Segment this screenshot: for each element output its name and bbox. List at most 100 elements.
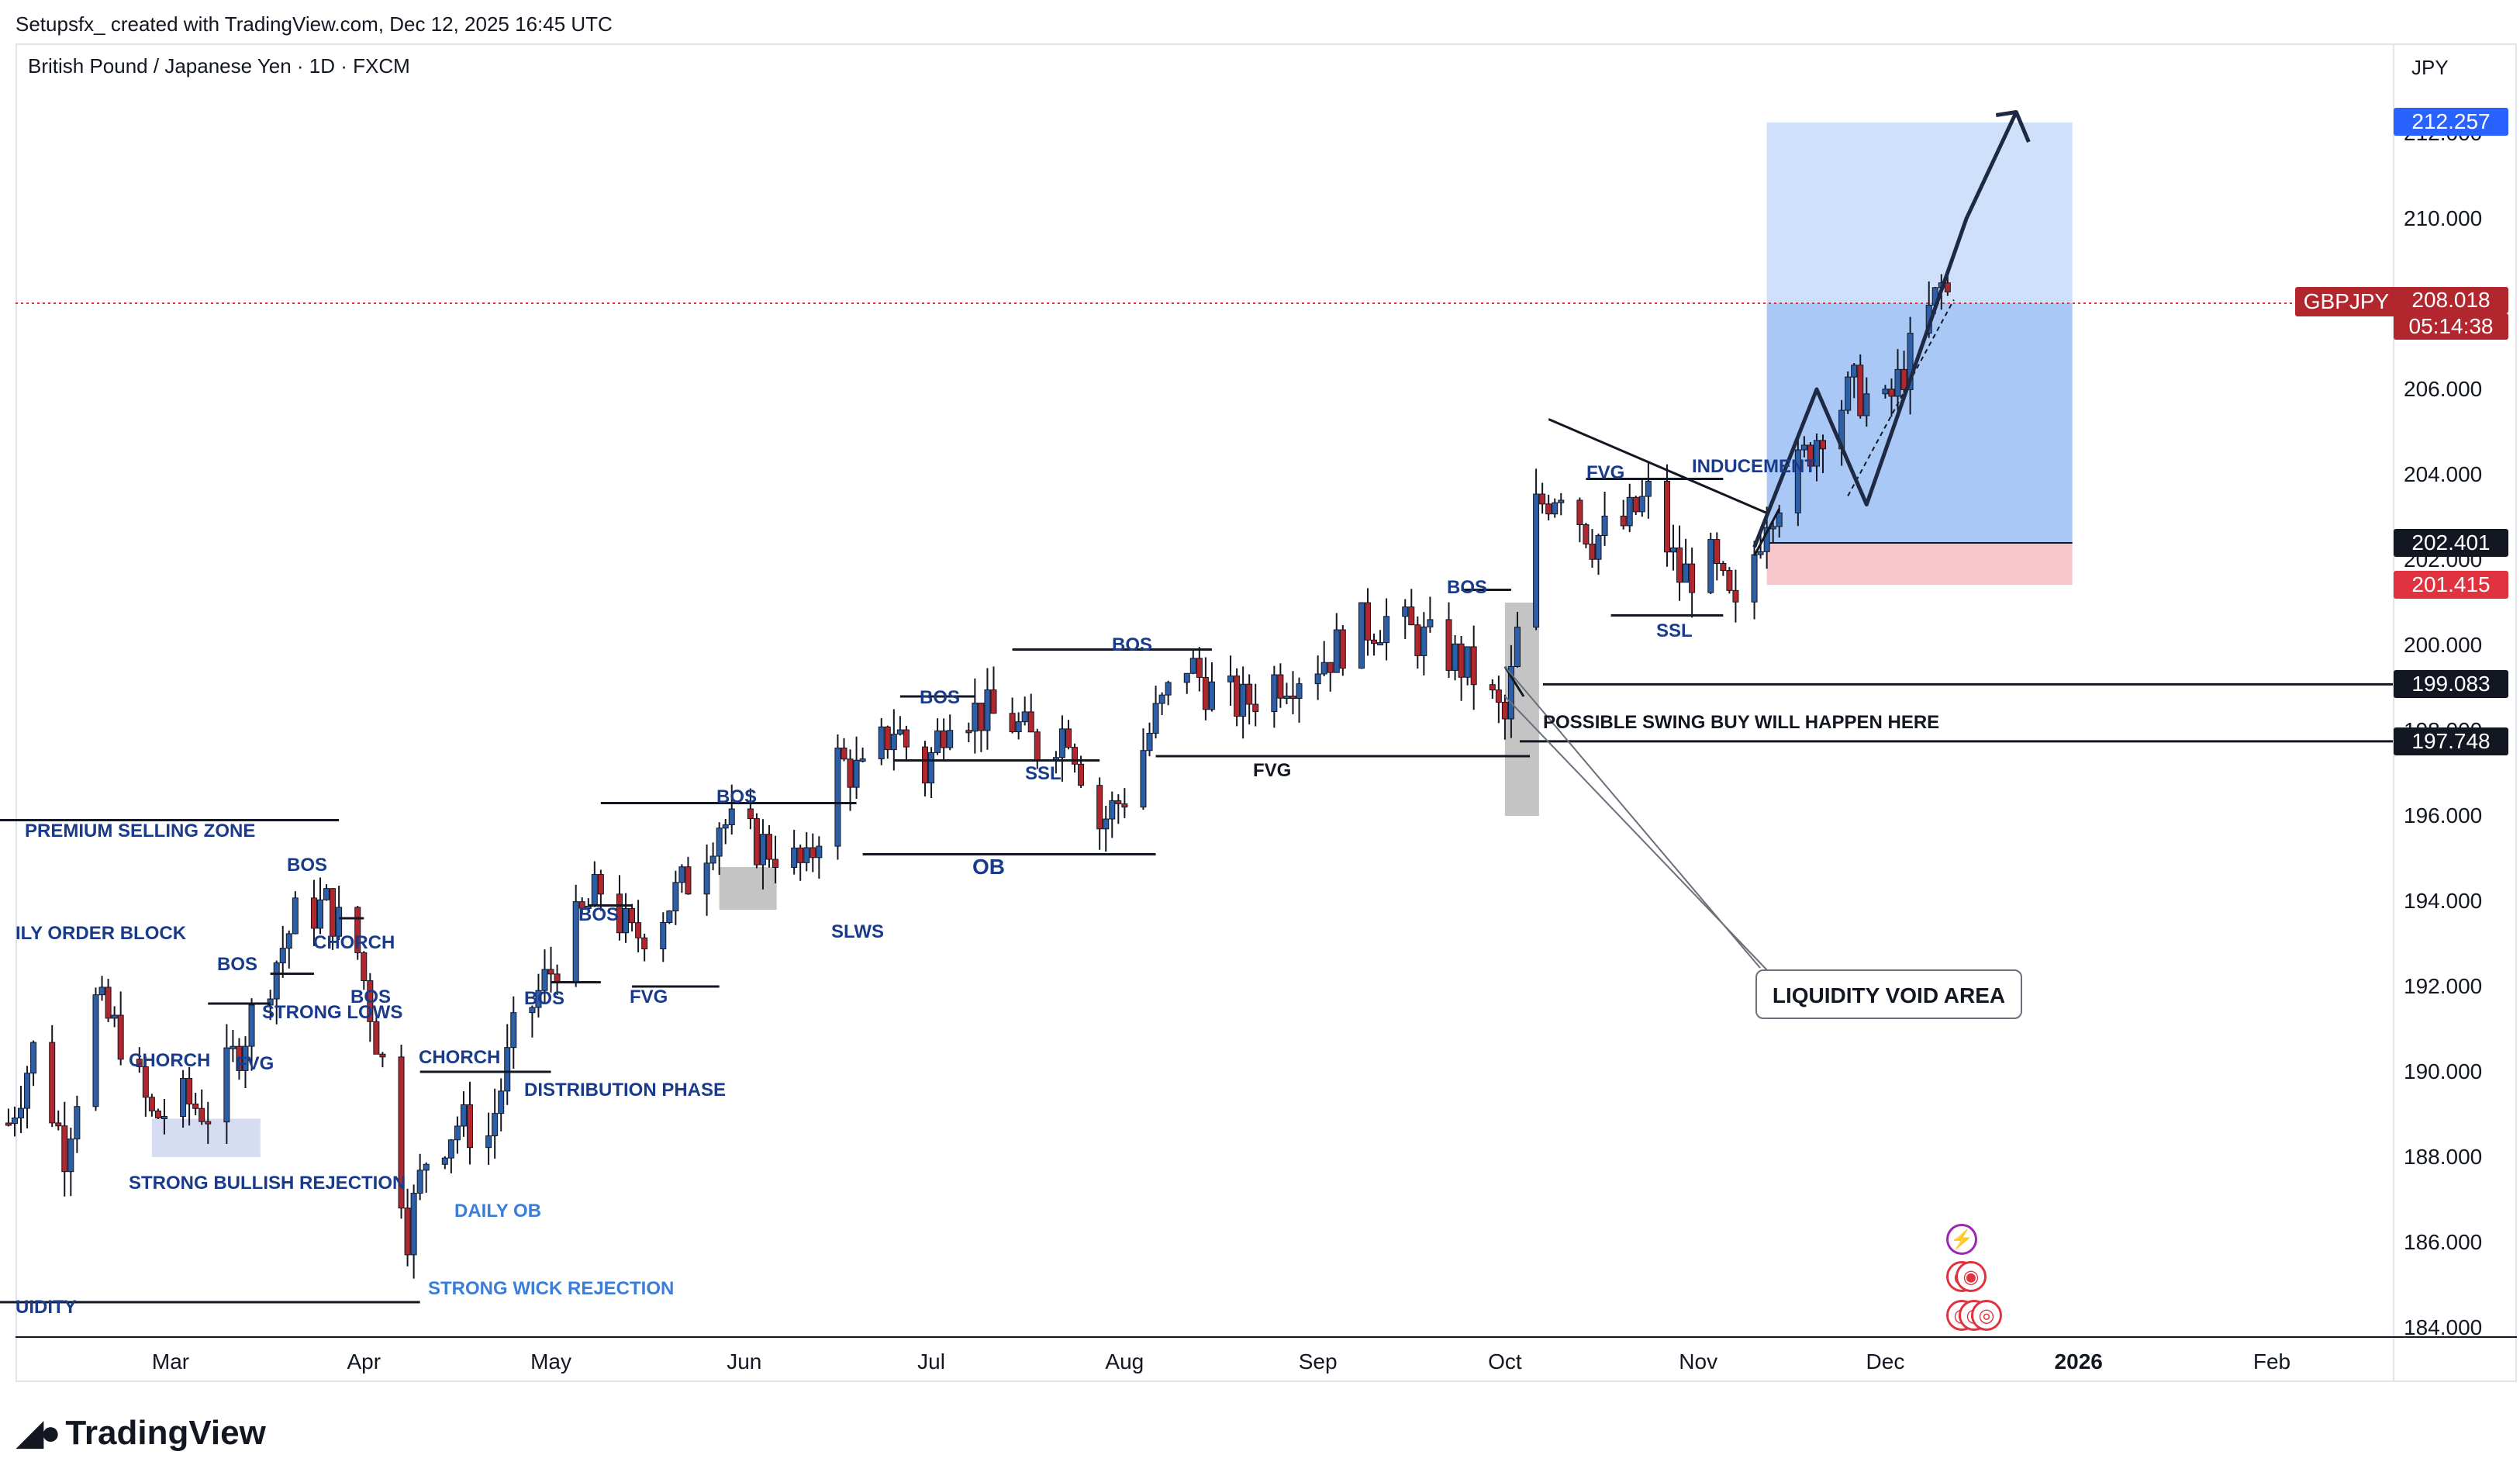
price-tick: 192.000 — [2404, 974, 2483, 998]
candle-body — [1364, 602, 1371, 641]
candle-body — [1714, 539, 1721, 565]
candle-body — [454, 1125, 461, 1141]
candle-body — [273, 962, 280, 1000]
candle-body — [1851, 365, 1858, 378]
time-tick: Nov — [1679, 1349, 1718, 1374]
bos-label-9: BOS — [1447, 577, 1488, 598]
candle-body — [441, 1157, 448, 1165]
candle-body — [1383, 616, 1390, 644]
candle-body — [765, 834, 772, 860]
candle-body — [972, 703, 979, 732]
strong-bullish-label: STRONG BULLISH REJECTION — [129, 1173, 406, 1194]
candle-body — [1452, 643, 1458, 671]
price-tick: 190.000 — [2404, 1059, 2483, 1083]
candle-body — [797, 847, 804, 863]
candle-body — [791, 847, 798, 868]
candle-body — [292, 897, 299, 935]
projection-arrowhead — [1995, 110, 2017, 117]
candle-body — [1377, 642, 1384, 646]
time-tick: Mar — [151, 1349, 190, 1374]
void-pointer-2 — [1504, 696, 1769, 972]
candle-body — [1632, 496, 1639, 513]
candle-body — [1327, 662, 1334, 673]
fvg-label-3: FVG — [1253, 760, 1292, 781]
candle-body — [248, 1004, 255, 1047]
candle-body — [1277, 674, 1284, 699]
choch-label-1: CHORCH — [129, 1050, 211, 1071]
candle-body — [1072, 747, 1079, 765]
choch-label-2: CHORCH — [313, 932, 395, 953]
candle-body — [1495, 689, 1502, 703]
strong-lows-label: STRONG LOWS — [262, 1002, 403, 1023]
candle-body — [1470, 646, 1477, 686]
candle-body — [1314, 673, 1321, 685]
candle-body — [5, 1122, 12, 1126]
candle-body — [666, 910, 673, 923]
slws-label: SLWS — [831, 921, 885, 942]
candle-body — [1720, 563, 1727, 572]
candle-body — [61, 1125, 68, 1173]
symbol-title[interactable]: British Pound / Japanese Yen · 1D · FXCM — [28, 54, 410, 78]
candle-body — [990, 689, 997, 714]
candle-body — [1189, 658, 1196, 674]
fvg-label-4: FVG — [1586, 462, 1625, 483]
candle-body — [1707, 539, 1714, 593]
candle-body — [1421, 626, 1427, 656]
candle-body — [92, 994, 99, 1107]
candle-body — [148, 1097, 155, 1111]
candle-body — [1620, 515, 1627, 527]
candle-body — [591, 874, 598, 907]
lightning-event-icon[interactable]: ⚡ — [1946, 1224, 1977, 1255]
level-1-label: 199.083 — [2394, 670, 2508, 698]
candle-body — [678, 866, 685, 883]
candle-body — [535, 990, 542, 1008]
candle-body — [1458, 643, 1465, 678]
candle-body — [367, 980, 374, 1022]
candle-body — [1103, 818, 1110, 830]
candle-body — [154, 1110, 161, 1118]
tradingview-logo[interactable]: ◢● TradingView — [17, 1413, 266, 1453]
candle-body — [1320, 662, 1327, 675]
candle-body — [1533, 493, 1540, 628]
candle-body — [142, 1066, 149, 1098]
bos-label-2: BOS — [287, 855, 328, 876]
bos-label-1: BOS — [217, 954, 258, 975]
candle-body — [884, 726, 891, 751]
time-tick: 2026 — [2054, 1349, 2103, 1374]
time-tick: Sep — [1298, 1349, 1338, 1374]
candle-body — [485, 1135, 492, 1149]
premium-zone-label: PREMIUM SELLING ZONE — [25, 821, 256, 841]
currency-label[interactable]: JPY — [2411, 56, 2449, 79]
target-zone-lower — [1766, 303, 2073, 543]
candle-body — [1900, 368, 1907, 390]
candle-body — [853, 759, 860, 788]
candle-body — [1683, 563, 1690, 583]
candle-body — [1009, 713, 1016, 733]
candle-body — [547, 969, 554, 975]
candle-body — [859, 758, 866, 762]
candle-body — [941, 730, 948, 748]
target-event-icon-3[interactable]: ◎ — [1971, 1300, 2002, 1331]
candle-body — [1427, 619, 1434, 627]
ssl-label-2: SSL — [1656, 620, 1693, 641]
candle-body — [1021, 711, 1028, 723]
time-tick: Oct — [1488, 1349, 1522, 1374]
candle-body — [285, 933, 292, 949]
candle-body — [398, 1056, 405, 1209]
candle-body — [1514, 627, 1521, 667]
candle-body — [685, 866, 692, 895]
candle-body — [1583, 523, 1590, 545]
choch-label-3: CHORCH — [419, 1047, 501, 1068]
candle-body — [423, 1163, 430, 1171]
time-tick: Jul — [917, 1349, 945, 1374]
candle-body — [98, 987, 105, 996]
time-tick: Jun — [727, 1349, 762, 1374]
uk-flag-event-icon-2[interactable]: ◉ — [1956, 1261, 1987, 1292]
candle-body — [616, 893, 623, 934]
candle-body — [716, 828, 723, 857]
inducement-line — [1548, 418, 1768, 514]
candle-body — [1776, 512, 1783, 527]
candle-body — [117, 1014, 124, 1060]
liquidity-void-callout[interactable]: LIQUIDITY VOID AREA — [1755, 969, 2022, 1019]
